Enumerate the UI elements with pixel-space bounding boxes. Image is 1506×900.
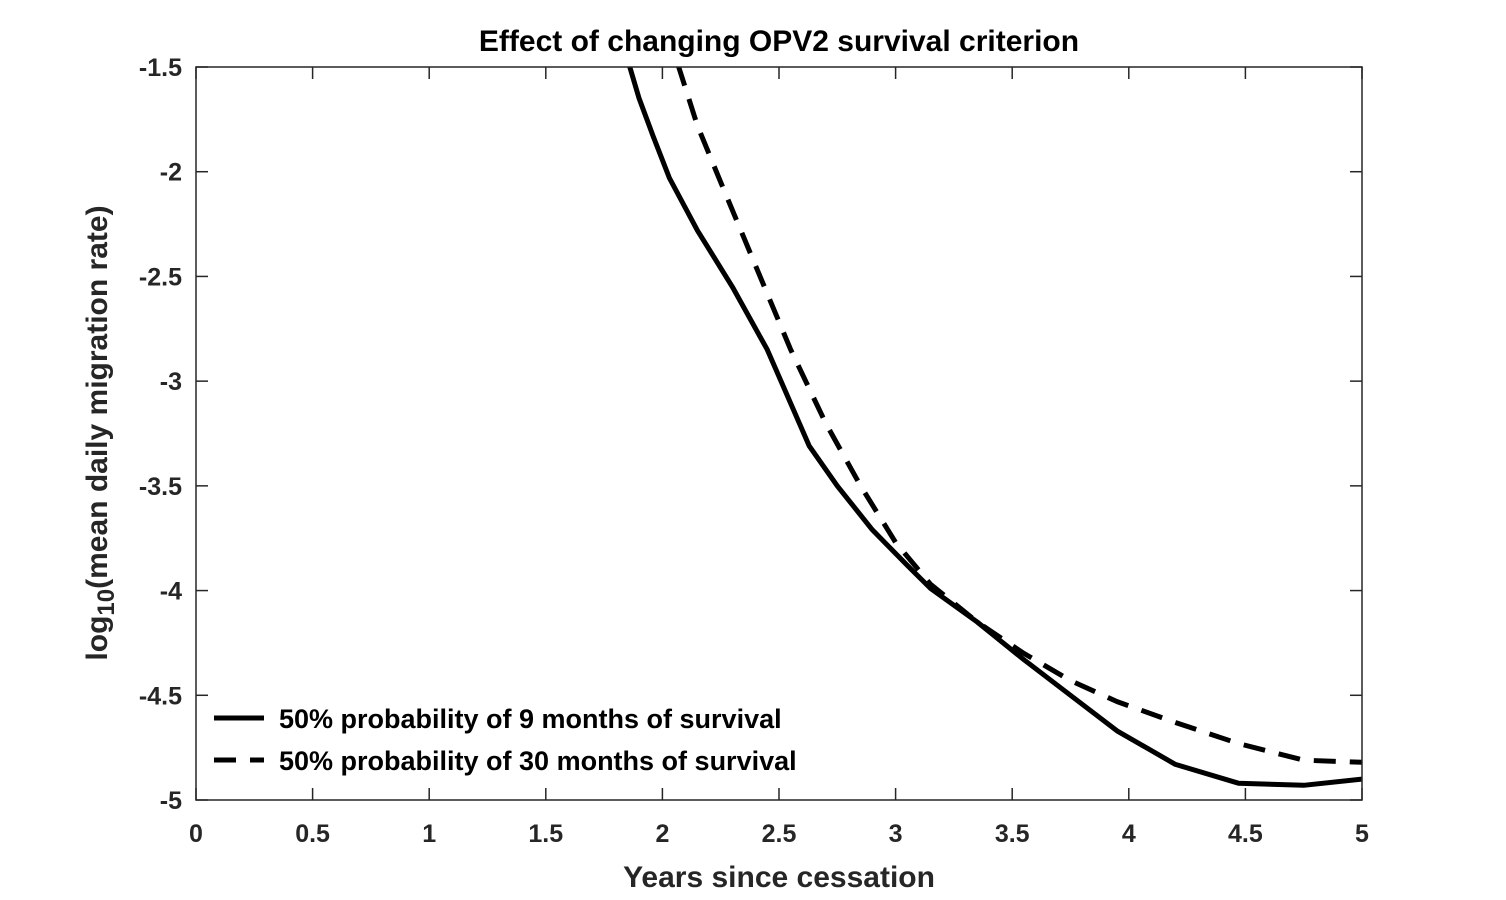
series-line-2 [676,67,1362,765]
x-tick-label: 0.5 [295,820,330,848]
x-tick-label: 0 [189,820,203,848]
plot-area-frame [195,66,1363,801]
chart-title: Effect of changing OPV2 survival criteri… [479,25,1079,58]
legend-label-1: 50% probability of 9 months of survival [279,704,782,734]
x-tick-label: 2 [655,820,669,848]
legend-label-2: 50% probability of 30 months of survival [279,746,797,776]
x-tick-label: 4 [1122,820,1136,848]
y-tick-label: -3 [160,368,182,396]
y-axis-label-log: log [81,616,114,661]
x-tick-label: 1.5 [528,820,563,848]
series-line-1 [627,67,1362,788]
x-tick-label: 4.5 [1228,820,1263,848]
y-axis-label-rest: (mean daily migration rate) [81,205,114,588]
y-axis-label-subscript: 10 [93,589,120,616]
x-tick-label: 2.5 [762,820,797,848]
y-tick-label: -2.5 [139,263,182,291]
x-tick-label: 3 [889,820,903,848]
y-tick-label: -4 [160,578,182,606]
x-tick-label: 3.5 [995,820,1030,848]
y-tick-label: -1.5 [139,54,182,82]
y-tick-label: -2 [160,159,182,187]
x-axis-label: Years since cessation [623,861,935,894]
x-tick-label: 1 [422,820,436,848]
y-axis-label: log10(mean daily migration rate) [81,205,120,660]
y-tick-label: -3.5 [139,473,182,501]
legend: 50% probability of 9 months of survival 5… [214,704,797,776]
x-tick-label: 5 [1355,820,1369,848]
y-tick-label: -4.5 [139,682,182,710]
y-tick-label: -5 [160,787,182,815]
